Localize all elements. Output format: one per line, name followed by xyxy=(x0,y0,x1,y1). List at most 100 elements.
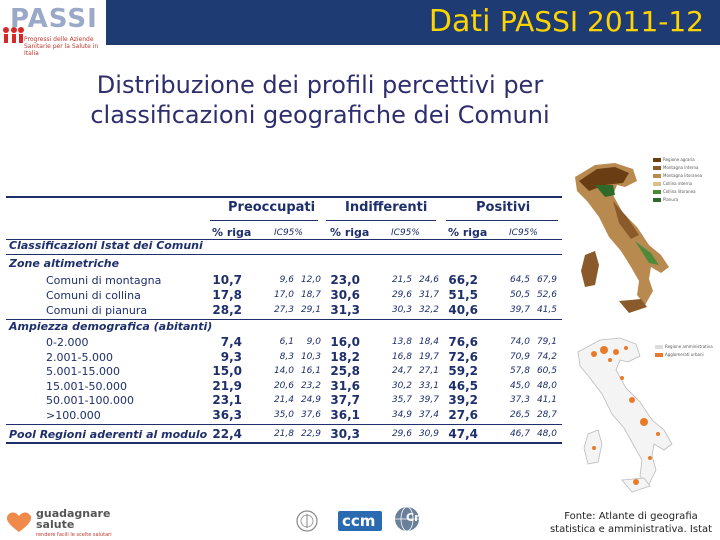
map1-legend-swatch xyxy=(653,189,661,194)
profiles-table: Preoccupati Indifferenti Positivi % riga… xyxy=(6,196,562,446)
map1-legend-item: Collina interna xyxy=(653,181,692,186)
size-row-pct-cell: 72,6 xyxy=(448,349,478,364)
size-row-pct-cell: 37,7 xyxy=(330,393,360,407)
size-row-ci-cell: 35,7 xyxy=(391,395,412,405)
size-row-pct-cell: 7,4 xyxy=(220,335,242,349)
zone-row-ci-cell: 29,6 xyxy=(391,290,412,300)
table-rule xyxy=(6,424,562,425)
title-bar: Dati PASSI 2011-12 xyxy=(106,0,720,45)
map1-legend-text: Regione agraria xyxy=(663,157,695,162)
size-row-pct-cell: 18,2 xyxy=(330,349,360,364)
pool-row-ci-cell: 48,0 xyxy=(536,429,557,439)
size-row-ci-cell: 48,0 xyxy=(536,380,557,391)
heart-icon xyxy=(6,512,32,532)
map1-legend-swatch xyxy=(653,173,661,178)
size-row-ci-cell: 16,1 xyxy=(300,366,321,376)
size-row-ci-cell: 34,9 xyxy=(391,409,412,420)
map1-legend-text: Montagna litoranea xyxy=(663,173,703,178)
map1-legend-item: Montagna interna xyxy=(653,165,699,170)
size-row-label: 50.001-100.000 xyxy=(46,394,134,407)
map2-legend-item: Agglomerati urbani xyxy=(655,352,704,357)
source-line1: Fonte: Atlante di geografia xyxy=(564,511,698,522)
size-row-pct-cell: 76,6 xyxy=(448,335,478,349)
pool-row-ci-cell: 30,9 xyxy=(418,429,439,439)
size-row-pct-cell: 25,8 xyxy=(330,364,360,378)
size-row-ci-cell: 45,0 xyxy=(509,380,530,391)
pool-row-pct-cell: 47,4 xyxy=(448,427,478,441)
table-rule xyxy=(6,239,562,240)
size-row-ci-cell: 13,8 xyxy=(391,337,412,347)
slide-subtitle: Distribuzione dei profili percettivi per… xyxy=(40,70,600,130)
size-row-ci-cell: 21,4 xyxy=(273,395,294,405)
pool-row-ci-cell: 29,6 xyxy=(391,429,412,439)
size-row-ci-cell: 35,0 xyxy=(273,409,294,420)
size-row-ci-cell: 70,9 xyxy=(509,351,530,362)
zone-row-ci-cell: 67,9 xyxy=(536,275,557,285)
size-row-ci-cell: 30,2 xyxy=(391,380,412,391)
size-row-ci-cell: 28,7 xyxy=(536,409,557,420)
italy-map-altimetry-shape xyxy=(575,163,669,313)
zone-row-ci-cell: 31,7 xyxy=(418,290,439,300)
zone-row-ci-cell: 17,0 xyxy=(273,290,294,300)
col-header-positivi: Positivi xyxy=(476,200,531,215)
zone-row-ci-cell: 21,5 xyxy=(391,275,412,285)
size-row-ci-cell: 79,1 xyxy=(536,337,557,347)
passi-logo: PASSI Progressi delle Aziende Sanitarie … xyxy=(0,0,106,57)
zone-row-ci-cell: 30,3 xyxy=(391,305,412,315)
zone-row-pct-cell: 66,2 xyxy=(448,273,478,287)
size-row-label: 5.001-15.000 xyxy=(46,365,120,378)
zone-row-ci-cell: 50,5 xyxy=(509,290,530,300)
ministry-seal-icon xyxy=(296,510,318,532)
guadagnare-salute-text: guadagnare salute xyxy=(36,508,110,530)
size-row-ci-cell: 37,6 xyxy=(300,409,321,420)
pool-row-pct-cell: 22,4 xyxy=(212,427,242,441)
size-row-ci-cell: 8,3 xyxy=(279,351,294,362)
slide-title: Dati PASSI 2011-12 xyxy=(429,4,704,39)
zone-row-ci-cell: 41,5 xyxy=(536,305,557,315)
size-row-pct-cell: 9,3 xyxy=(220,349,242,364)
zone-row-pct-cell: 31,3 xyxy=(330,303,360,317)
map1-legend-swatch xyxy=(653,181,661,186)
group-underline-1 xyxy=(210,220,318,221)
size-row-ci-cell: 23,2 xyxy=(300,380,321,391)
gs-tagline: rendere facili le scelte salutari xyxy=(36,532,112,538)
map1-legend-swatch xyxy=(653,197,661,202)
subheader-pct-1: % riga xyxy=(212,226,252,239)
size-row-ci-cell: 9,0 xyxy=(306,337,321,347)
size-row-pct-cell: 39,2 xyxy=(448,393,478,407)
ccm-logo: ccm xyxy=(338,511,382,531)
size-row-ci-cell: 27,1 xyxy=(418,366,439,376)
ccm-logo-text: ccm xyxy=(342,512,376,530)
map2-legend-text: Agglomerati urbani xyxy=(665,352,704,357)
zone-row-pct-cell: 10,7 xyxy=(212,273,242,287)
subheader-pct-3: % riga xyxy=(448,226,488,239)
group-underline-3 xyxy=(446,220,558,221)
size-row-pct-cell: 31,6 xyxy=(330,378,360,393)
size-row-ci-cell: 37,4 xyxy=(418,409,439,420)
zone-row-label: Comuni di montagna xyxy=(46,274,162,287)
zone-row-ci-cell: 24,6 xyxy=(418,275,439,285)
map1-legend-item: Regione agraria xyxy=(653,157,695,162)
pool-row-ci-cell: 22,9 xyxy=(300,429,321,439)
section-ampiezza-demografica: Ampiezza demografica (abitanti) xyxy=(9,320,213,333)
map1-legend-text: Pianura xyxy=(663,197,679,202)
size-row-pct-cell: 27,6 xyxy=(448,407,478,422)
italy-altimetry-map: Regione agraria Montagna interna Montagna … xyxy=(565,155,715,320)
map2-legend-item: Regione amministrativa xyxy=(655,344,713,349)
map1-legend-text: Montagna interna xyxy=(663,165,699,170)
size-row-label: 0-2.000 xyxy=(46,336,89,349)
size-row-ci-cell: 20,6 xyxy=(273,380,294,391)
map1-legend-item: Pianura xyxy=(653,197,678,202)
size-row-ci-cell: 10,3 xyxy=(300,351,321,362)
table-rule xyxy=(6,254,562,255)
title-part1: Dati xyxy=(428,4,491,39)
map1-legend-item: Collina litoranea xyxy=(653,189,696,194)
zone-row-label: Comuni di collina xyxy=(46,289,141,302)
pool-row-pct-cell: 30,3 xyxy=(330,427,360,441)
zone-row-pct-cell: 23,0 xyxy=(330,273,360,287)
zone-row-pct-cell: 17,8 xyxy=(212,288,242,302)
size-row-ci-cell: 26,5 xyxy=(509,409,530,420)
zone-row-ci-cell: 64,5 xyxy=(509,275,530,285)
subheader-ci-2: IC95% xyxy=(391,228,420,238)
zone-row-ci-cell: 12,0 xyxy=(300,275,321,285)
